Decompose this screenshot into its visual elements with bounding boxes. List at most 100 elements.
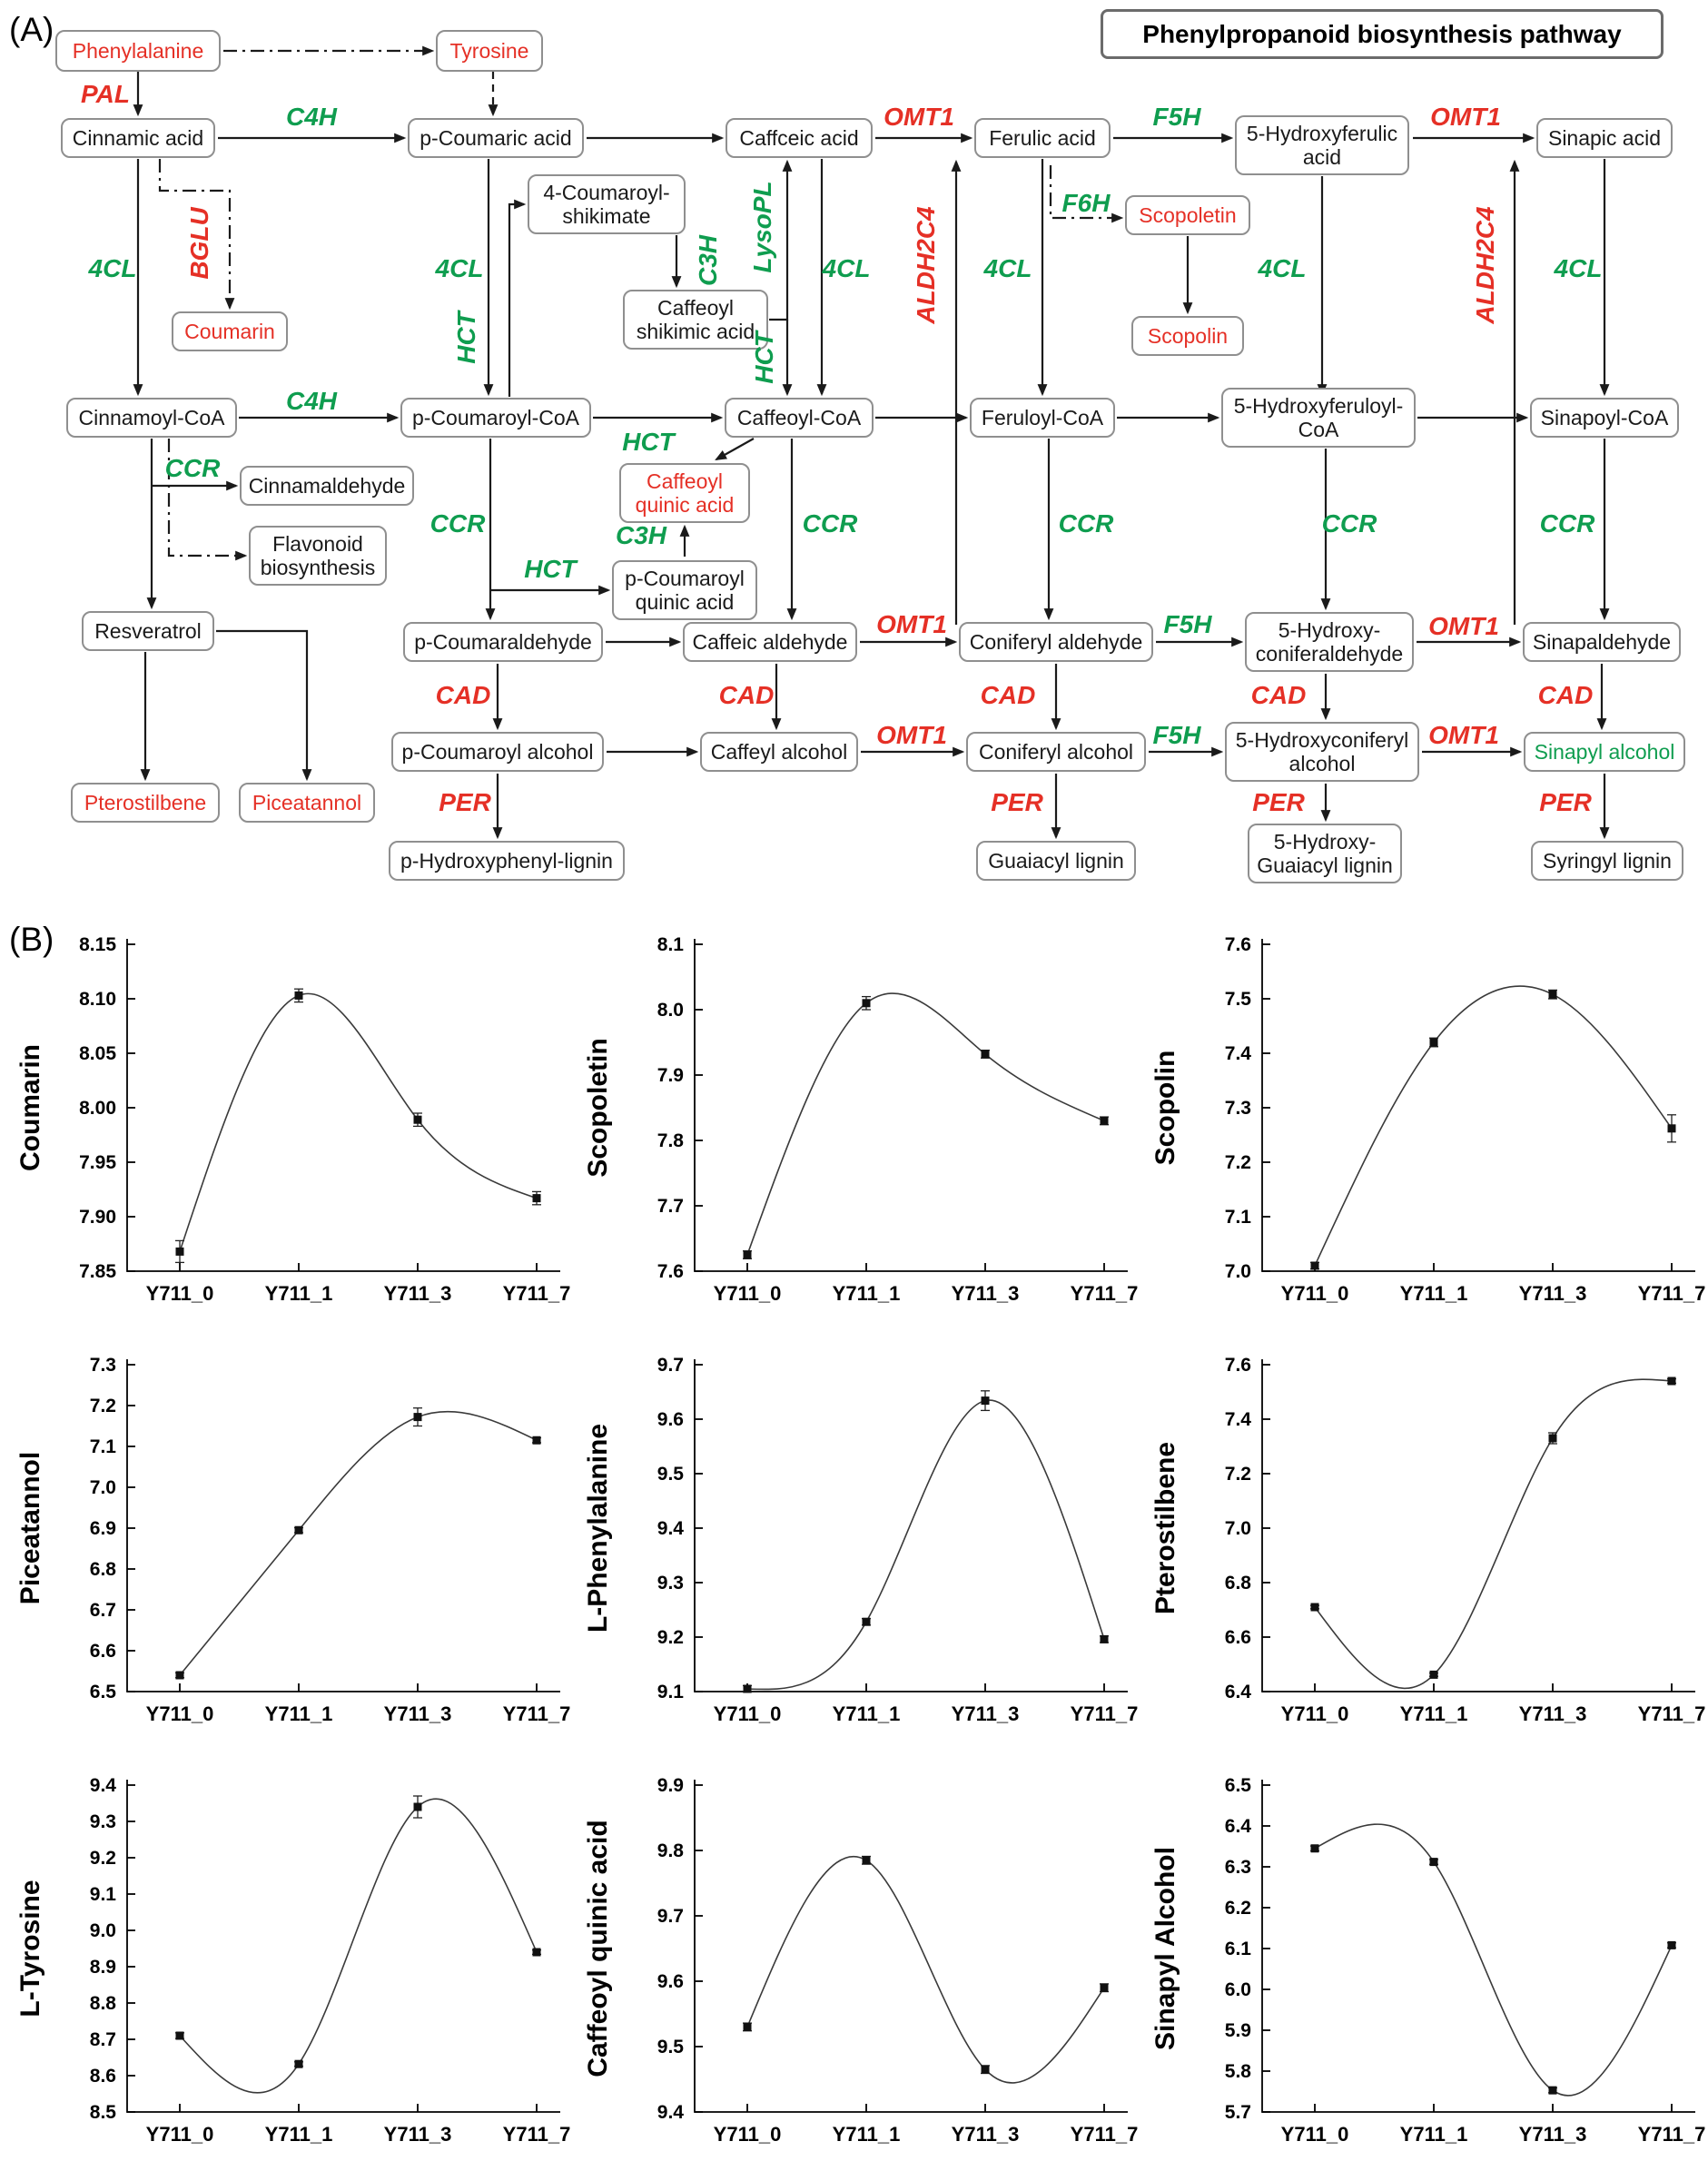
y-tick-label: 8.05 [79,1043,116,1064]
node-sincoa: Sinapoyl-CoA [1530,398,1679,438]
x-tick-label: Y711_3 [1519,1702,1587,1725]
node-cinnamic: Cinnamic acid [61,118,215,158]
node-pterostilbene: Pterostilbene [71,783,220,823]
node-pcoumcoa: p-Coumaroyl-CoA [400,398,591,438]
node-pcoumquinic: p-Coumaroyl quinic acid [612,560,757,620]
chart-scopoletin: 7.6 7.7 7.8 7.9 8.0 8.1 Y711_0 Y711_1 Y711_3 Y711… [572,919,1141,1338]
y-axis-title: L-Tyrosine [15,1880,45,2017]
data-curve [179,992,538,1252]
y-tick-label: 9.4 [657,2102,685,2123]
y-tick-label: 9.9 [657,1775,684,1796]
node-scopolin: Scopolin [1131,316,1244,356]
node-tyr: Tyrosine [436,30,543,72]
x-tick-label: Y711_7 [503,2123,571,2146]
enzyme-f5h_1: F5H [1152,103,1201,131]
enzyme-ccr_5: CCR [1321,509,1377,538]
y-axis-title: Coumarin [15,1044,45,1171]
x-tick-label: Y711_1 [833,2123,901,2146]
enzyme-c4h_1: C4H [285,103,338,131]
y-tick-label: 9.6 [657,1409,684,1430]
node-scopoletin: Scopoletin [1125,195,1250,235]
enzyme-cl4_6: 4CL [1554,254,1603,282]
enzyme-c3h_2: C3H [615,521,667,549]
y-tick-label: 7.9 [657,1065,684,1086]
chart-svg-scopolin: 7.0 7.1 7.2 7.3 7.4 7.5 7.6 Y711_0 Y711_1 Y711_3 Y… [1150,934,1706,1305]
x-tick-label: Y711_0 [146,1702,214,1725]
y-tick-label: 8.6 [90,2066,116,2087]
pathway-arrow [216,629,312,782]
x-tick-label: Y711_7 [1638,1282,1706,1305]
y-tick-label: 6.4 [1225,1682,1252,1702]
data-point-marker [1429,1858,1438,1867]
x-tick-label: Y711_0 [146,1282,214,1305]
x-tick-label: Y711_7 [1638,2123,1706,2146]
node-phlignin: p-Hydroxyphenyl-lignin [389,841,625,881]
enzyme-cad_5: CAD [1537,681,1594,709]
x-tick-label: Y711_0 [1281,1702,1349,1725]
y-tick-label: 9.5 [657,2037,685,2057]
node-sinapalc: Sinapyl alcohol [1524,732,1685,772]
data-point-marker [413,1413,422,1422]
y-tick-label: 7.1 [1225,1207,1252,1228]
node-caffquinic: Caffeoyl quinic acid [619,463,750,523]
pathway-diagram [133,45,1610,840]
pathway-arrow [508,199,527,397]
node-hconifalc: 5-Hydroxyconiferyl alcohol [1225,722,1419,782]
enzyme-ccr_1: CCR [164,454,221,482]
x-tick-label: Y711_0 [1281,1282,1349,1305]
y-tick-label: 7.8 [657,1130,685,1151]
enzyme-hct_3: HCT [622,428,675,456]
y-tick-label: 6.5 [90,1682,117,1702]
x-tick-label: Y711_1 [1400,1282,1468,1305]
y-tick-label: 9.4 [90,1775,117,1796]
x-tick-label: Y711_1 [833,1282,901,1305]
chart-svg-scopoletin: 7.6 7.7 7.8 7.9 8.0 8.1 Y711_0 Y711_1 Y711_3 Y711… [583,934,1138,1305]
x-tick-label: Y711_1 [265,1702,333,1725]
y-tick-label: 6.6 [1225,1627,1251,1648]
data-point-marker [1100,1983,1109,1992]
data-point-marker [862,1856,871,1865]
enzyme-omt1_1: OMT1 [884,103,954,131]
data-point-marker [1100,1116,1109,1125]
x-tick-label: Y711_1 [1400,1702,1468,1725]
node-fercoa: Feruloyl-CoA [970,398,1115,438]
y-tick-label: 6.4 [1225,1816,1252,1837]
node-conifalc: Coniferyl alcohol [966,732,1146,772]
data-point-marker [175,2031,184,2040]
x-tick-label: Y711_1 [265,2123,333,2146]
y-axis-title: L-Phenylalanine [583,1424,613,1633]
node-pcoumalc: p-Coumaroyl alcohol [391,732,604,772]
enzyme-f5h_3: F5H [1152,721,1201,749]
data-point-marker [532,1194,541,1203]
axis [1261,939,1695,1272]
y-tick-label: 6.7 [90,1600,116,1621]
chart-l_tyrosine: 8.5 8.6 8.7 8.8 8.9 9.0 9.1 9.2 9.3 9.4 Y711_0 Y711… [5,1760,574,2161]
y-tick-label: 9.5 [657,1464,685,1485]
panel-b-label: (B) [9,921,54,958]
y-tick-label: 7.2 [90,1396,116,1416]
data-point-marker [294,991,303,1000]
enzyme-omt1_2: OMT1 [1430,103,1501,131]
enzyme-hct_1: HCT [452,311,480,364]
data-point-marker [862,1617,871,1626]
data-point-marker [743,1250,752,1259]
x-tick-label: Y711_0 [1281,2123,1349,2146]
x-tick-label: Y711_3 [952,1702,1020,1725]
y-tick-label: 9.6 [657,1971,684,1992]
x-tick-label: Y711_0 [146,2123,214,2146]
x-tick-label: Y711_7 [1638,1702,1706,1725]
y-tick-label: 9.0 [90,1920,116,1941]
x-tick-label: Y711_7 [503,1282,571,1305]
node-ferulic: Ferulic acid [974,118,1111,158]
enzyme-ccr_2: CCR [429,509,486,538]
enzyme-per_3: PER [1252,788,1305,816]
x-tick-label: Y711_3 [952,1282,1020,1305]
y-tick-label: 5.9 [1225,2020,1251,2041]
data-point-marker [743,2022,752,2031]
data-curve [179,1410,538,1676]
data-point-marker [1548,1434,1557,1443]
enzyme-lysopl: LysoPL [748,181,776,273]
x-tick-label: Y711_3 [952,2123,1020,2146]
chart-svg-pterostilbene: 6.4 6.6 6.8 7.0 7.2 7.4 7.6 Y711_0 Y711_1 Y711_3 Y… [1150,1355,1706,1725]
enzyme-cad_4: CAD [1250,681,1307,709]
